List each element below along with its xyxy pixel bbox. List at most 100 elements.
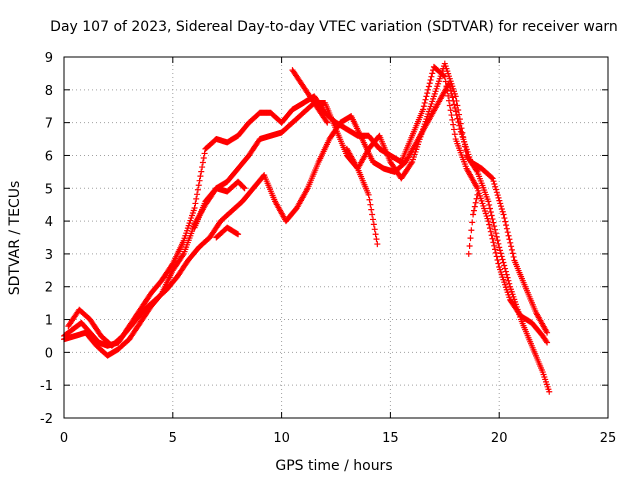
data-point — [420, 103, 427, 110]
data-point — [372, 231, 379, 238]
x-tick-label: 10 — [273, 431, 290, 446]
y-tick-labels: -2 -1 0 1 2 3 4 5 6 7 8 9 — [40, 51, 53, 427]
series-4 — [191, 178, 248, 231]
data-point — [179, 252, 186, 259]
data-point — [421, 99, 428, 106]
data-point — [495, 260, 502, 267]
data-point — [500, 259, 507, 266]
data-point — [496, 197, 503, 204]
data-point — [425, 83, 432, 90]
data-point — [505, 232, 512, 239]
data-point — [485, 198, 492, 205]
data-point — [505, 277, 512, 284]
data-point — [466, 243, 473, 250]
data-point — [200, 154, 207, 161]
data-point — [544, 339, 551, 346]
data-point — [408, 160, 415, 167]
grid — [64, 57, 608, 418]
data-point — [501, 262, 508, 269]
data-point — [495, 240, 502, 247]
data-points — [61, 60, 553, 395]
data-point — [196, 177, 203, 184]
data-point — [426, 80, 433, 87]
data-point — [471, 203, 478, 210]
data-point — [452, 93, 459, 100]
data-point — [473, 195, 480, 202]
data-point — [496, 244, 503, 251]
data-point — [449, 94, 456, 101]
data-point — [493, 186, 500, 193]
data-point — [192, 200, 199, 207]
x-tick-label: 25 — [600, 431, 617, 446]
data-point — [195, 182, 202, 189]
x-axis-label: GPS time / hours — [275, 458, 392, 474]
plot-frame — [63, 56, 609, 419]
data-point — [502, 265, 509, 272]
data-point — [543, 338, 550, 345]
data-point — [470, 211, 477, 218]
data-point — [500, 211, 507, 218]
data-point — [201, 150, 208, 157]
data-point — [494, 256, 501, 263]
data-point — [366, 196, 373, 203]
data-point — [369, 211, 376, 218]
data-point — [490, 178, 497, 185]
data-point — [373, 236, 380, 243]
data-point — [451, 101, 458, 108]
data-point — [235, 231, 242, 238]
data-point — [510, 253, 517, 260]
data-point — [490, 239, 497, 246]
data-point — [493, 253, 500, 260]
data-point — [489, 175, 496, 182]
data-point — [488, 232, 495, 239]
data-point — [497, 250, 504, 257]
data-point — [424, 90, 431, 97]
data-point — [486, 205, 493, 212]
data-point — [365, 191, 372, 198]
data-point — [491, 180, 498, 187]
data-point — [493, 233, 500, 240]
data-point — [504, 229, 511, 236]
data-point — [448, 90, 455, 97]
data-point — [488, 174, 495, 181]
data-point — [503, 271, 510, 278]
data-point — [452, 104, 459, 111]
data-point — [467, 235, 474, 242]
tick-marks — [63, 56, 609, 419]
data-point — [370, 221, 377, 228]
data-point — [506, 236, 513, 243]
data-point — [498, 205, 505, 212]
data-point — [499, 256, 506, 263]
data-point — [474, 191, 481, 198]
data-point — [194, 191, 201, 198]
data-point — [502, 268, 509, 275]
data-point — [191, 204, 198, 211]
data-point — [485, 218, 492, 225]
data-point — [456, 122, 463, 129]
data-point — [498, 253, 505, 260]
data-point — [473, 167, 480, 174]
data-point — [367, 201, 374, 208]
data-point — [508, 246, 515, 253]
data-point — [450, 97, 457, 104]
data-point — [468, 227, 475, 234]
data-point — [194, 186, 201, 193]
series-6 — [289, 67, 331, 126]
data-point — [492, 230, 499, 237]
data-point — [488, 212, 495, 219]
data-point — [506, 280, 513, 287]
data-point — [472, 199, 479, 206]
data-point — [455, 119, 462, 126]
data-point — [374, 241, 381, 248]
data-point — [447, 107, 454, 114]
data-point — [487, 228, 494, 235]
y-tick-label: 8 — [45, 84, 53, 99]
data-point — [447, 87, 454, 94]
data-point — [495, 194, 502, 201]
y-tick-label: 0 — [45, 346, 53, 361]
data-point — [491, 242, 498, 249]
data-point — [504, 274, 511, 281]
data-point — [450, 121, 457, 128]
data-point — [425, 86, 432, 93]
